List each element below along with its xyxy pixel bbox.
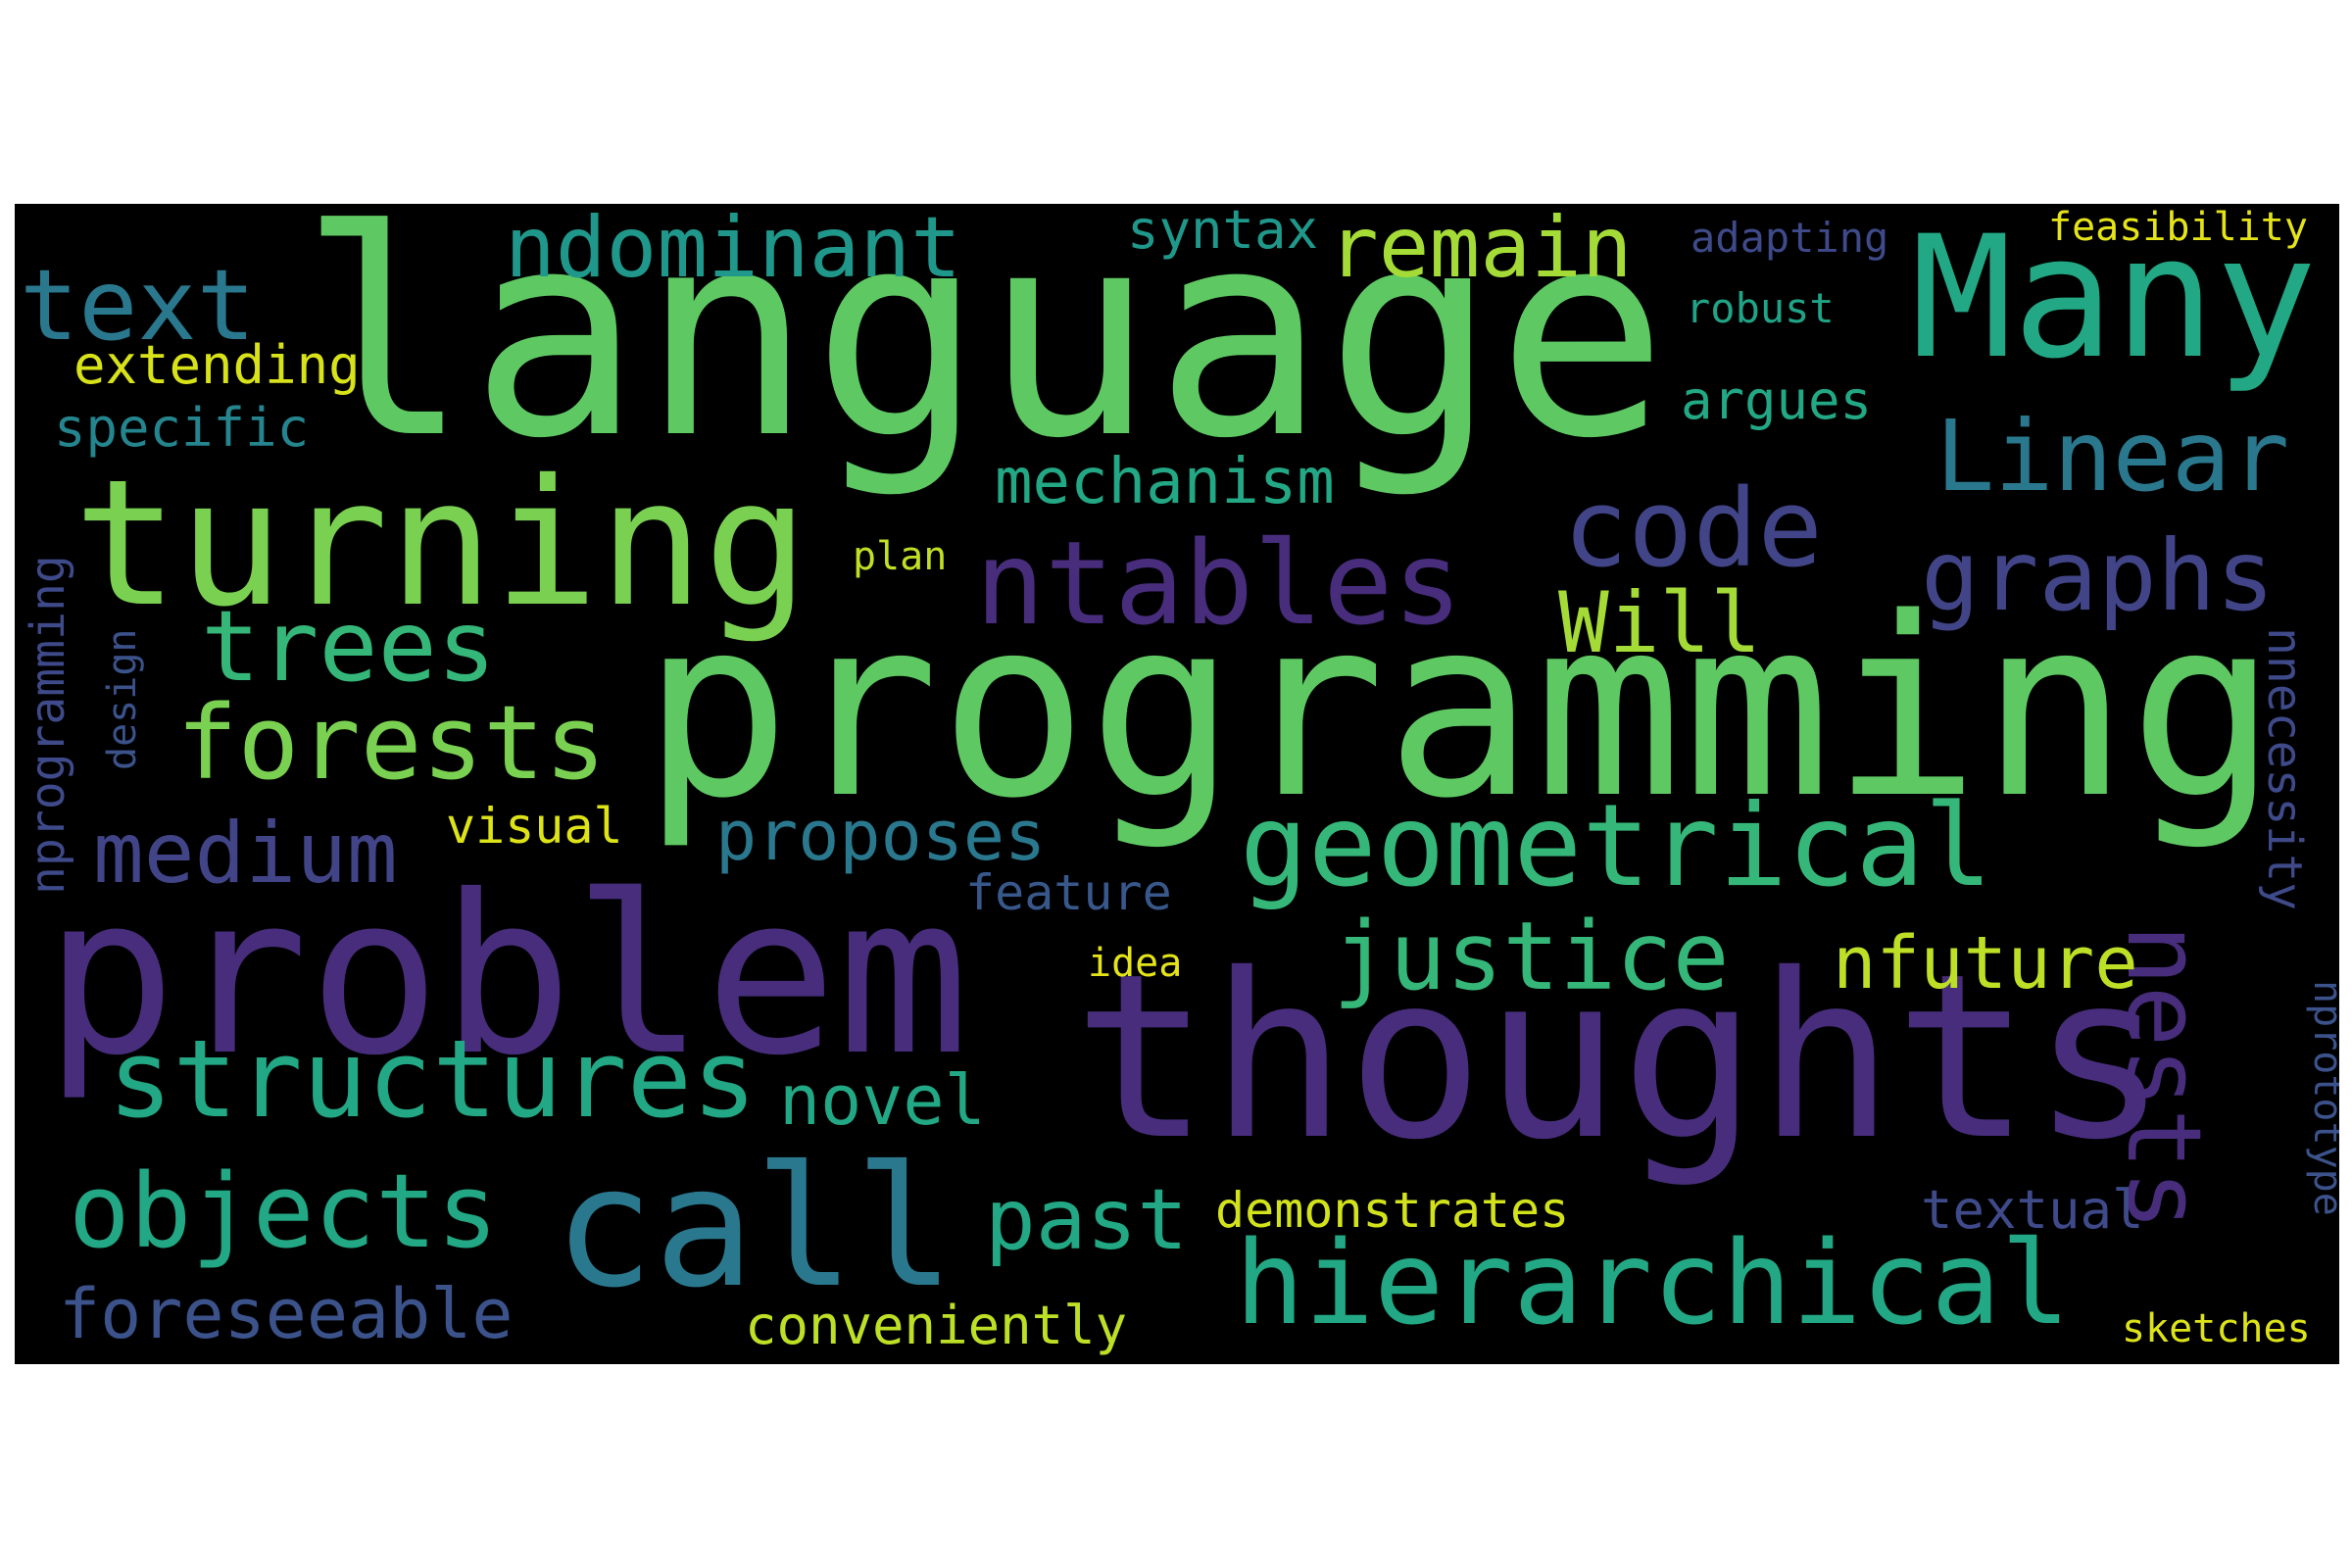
word-textual: textual	[1921, 1179, 2144, 1241]
word-idea: idea	[1088, 941, 1183, 986]
word-call: call	[554, 1131, 956, 1325]
word-adapting: adapting	[1690, 214, 1889, 262]
word-foreseeable: foreseeable	[59, 1274, 514, 1354]
word-mechanism: mechanism	[995, 446, 1335, 518]
word-past: past	[985, 1171, 1189, 1269]
word-Many: Many	[1911, 204, 2318, 396]
word-hierarchical: hierarchical	[1235, 1215, 2071, 1350]
word-nprototype: nprototype	[2305, 980, 2339, 1216]
word-forests: forests	[176, 683, 607, 803]
word-problem: problem	[44, 848, 970, 1103]
word-specific: specific	[54, 397, 310, 459]
word-graphs: graphs	[1921, 518, 2276, 633]
word-feasibility: feasibility	[2048, 205, 2308, 250]
word-trees: trees	[201, 589, 497, 704]
word-design: design	[100, 628, 145, 771]
word-will: Will	[1558, 574, 1762, 672]
word-turning: turning	[74, 442, 809, 645]
word-argues: argues	[1681, 369, 1873, 431]
word-remain: remain	[1328, 204, 1633, 297]
word-nprogramming: nprogramming	[21, 555, 75, 895]
word-thoughts: thoughts	[1073, 925, 2169, 1190]
word-objects: objects	[69, 1152, 499, 1271]
word-extending: extending	[74, 334, 361, 396]
word-cloud: language programming thoughts problem tu…	[15, 204, 2339, 1364]
word-plan: plan	[853, 534, 948, 579]
word-geometrical: geometrical	[1240, 780, 1993, 912]
word-novel: novel	[779, 1060, 986, 1141]
word-nfuture: nfuture	[1833, 921, 2138, 1005]
word-visual: visual	[446, 798, 623, 855]
word-structures: structures	[108, 1016, 758, 1142]
word-ndominant: ndominant	[505, 204, 961, 297]
word-proposes: proposes	[715, 796, 1047, 876]
word-justice: justice	[1333, 902, 1730, 1011]
word-language: language	[299, 204, 1668, 501]
word-text: text	[20, 248, 256, 363]
word-demonstrates: demonstrates	[1215, 1182, 1570, 1239]
word-syntax: syntax	[1127, 204, 1319, 261]
word-programming: programming	[642, 565, 2278, 853]
word-Linear: Linear	[1936, 399, 2290, 514]
word-feature: feature	[965, 864, 1172, 921]
word-ntables: ntables	[975, 515, 1463, 651]
word-code: code	[1563, 466, 1823, 591]
word-sketches: sketches	[2122, 1306, 2311, 1351]
word-nnecessity: nnecessity	[2257, 627, 2312, 910]
word-robust: robust	[1686, 284, 1835, 332]
word-conveniently: conveniently	[745, 1295, 1128, 1356]
word-medium: medium	[93, 805, 398, 903]
